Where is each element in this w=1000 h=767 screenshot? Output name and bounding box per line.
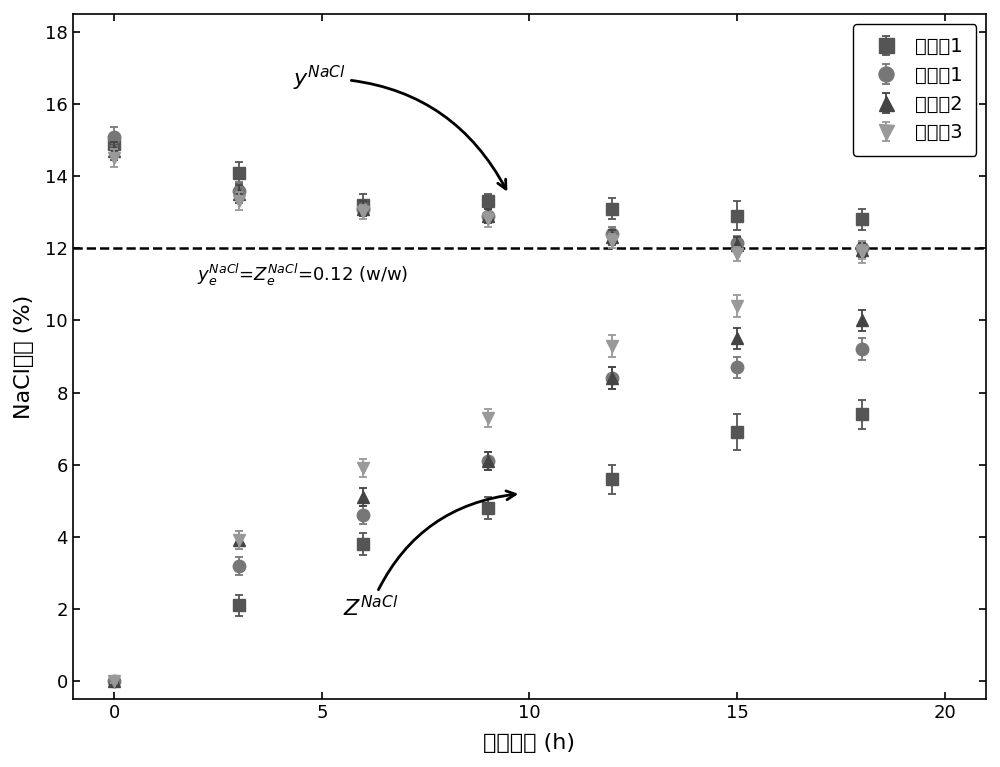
Y-axis label: NaCl含量 (%): NaCl含量 (%) [14,295,34,419]
Text: $y^{NaCl}$: $y^{NaCl}$ [293,64,506,189]
Text: $y_e^{NaCl}$=$Z_e^{NaCl}$=0.12 (w/w): $y_e^{NaCl}$=$Z_e^{NaCl}$=0.12 (w/w) [197,262,409,288]
Legend: 比较例1, 实施例1, 实施例2, 实施例3: 比较例1, 实施例1, 实施例2, 实施例3 [853,24,976,156]
X-axis label: 腌制时间 (h): 腌制时间 (h) [483,733,575,753]
Text: $Z^{NaCl}$: $Z^{NaCl}$ [343,491,515,621]
